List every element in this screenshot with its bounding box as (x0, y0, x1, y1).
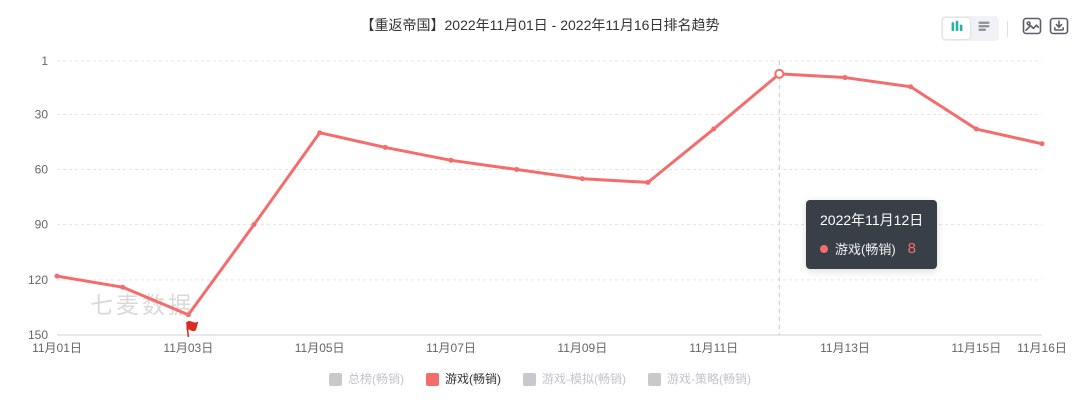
legend-item[interactable]: 总榜(畅销) (329, 372, 404, 386)
x-axis-tick-label: 11月11日 (689, 341, 738, 355)
image-icon (1021, 15, 1043, 42)
x-axis-tick-label: 11月15日 (951, 341, 1001, 355)
download-button[interactable] (1048, 15, 1070, 42)
legend-swatch-icon (329, 372, 342, 386)
legend-item[interactable]: 游戏-策略(畅销) (648, 372, 751, 386)
data-point (120, 284, 126, 290)
x-axis-tick-label: 11月05日 (295, 341, 345, 355)
y-axis-tick-label: 1 (41, 54, 48, 68)
series-line (55, 72, 1044, 317)
data-point (579, 176, 585, 182)
list-view-button[interactable] (970, 18, 997, 39)
x-axis-tick-label: 11月07日 (426, 341, 476, 355)
legend-label: 游戏(畅销) (445, 372, 501, 386)
y-axis-tick-label: 60 (35, 162, 49, 176)
legend-label: 游戏-策略(畅销) (667, 372, 751, 386)
x-axis-tick-label: 11月09日 (557, 341, 607, 355)
data-point (448, 157, 454, 163)
data-point (514, 166, 520, 172)
data-point (251, 222, 257, 228)
chart-controls (941, 16, 1070, 41)
data-point (54, 273, 60, 279)
x-axis-tick-label: 11月13日 (820, 341, 870, 355)
controls-divider (1007, 20, 1008, 37)
legend-label: 总榜(畅销) (348, 372, 404, 386)
event-flag-icon[interactable] (186, 321, 199, 332)
tooltip-series-row: 游戏(畅销) 8 (820, 239, 923, 258)
bar-chart-icon (949, 18, 965, 39)
data-point (973, 126, 979, 132)
data-point (1039, 141, 1045, 147)
y-axis-tick-label: 30 (35, 107, 49, 121)
tooltip-date: 2022年11月12日 (820, 212, 924, 228)
y-axis-tick-label: 90 (35, 218, 49, 232)
x-axis-tick-label: 11月16日 (1017, 341, 1067, 355)
chart-view-button[interactable] (943, 18, 970, 39)
data-point (185, 312, 191, 318)
chart-legend: 总榜(畅销) 游戏(畅销) 游戏-模拟(畅销) 游戏-策略(畅销) (0, 372, 1080, 386)
x-axis-tick-label: 11月03日 (163, 341, 213, 355)
legend-swatch-icon (426, 372, 439, 386)
data-point (842, 75, 848, 81)
download-icon (1048, 15, 1070, 42)
legend-item[interactable]: 游戏-模拟(畅销) (523, 372, 626, 386)
legend-swatch-icon (523, 372, 536, 386)
list-icon (976, 18, 992, 39)
tooltip-series-name: 游戏(畅销) (835, 242, 896, 257)
x-axis-tick-label: 11月01日 (32, 341, 82, 355)
legend-label: 游戏-模拟(畅销) (542, 372, 626, 386)
y-axis-tick-label: 150 (28, 328, 48, 342)
data-point (711, 126, 717, 132)
y-axis-tick-label: 120 (28, 273, 48, 287)
page-title: 【重返帝国】2022年11月01日 - 2022年11月16日排名趋势 (360, 17, 720, 33)
data-point (382, 144, 388, 150)
data-point (645, 179, 651, 185)
legend-item[interactable]: 游戏(畅销) (426, 372, 501, 386)
data-point (317, 130, 323, 136)
data-point (908, 84, 914, 90)
view-toggle-group (941, 16, 999, 41)
export-image-button[interactable] (1021, 15, 1043, 42)
legend-swatch-icon (648, 372, 661, 386)
hover-point (774, 68, 785, 79)
series-dot-icon (820, 244, 828, 253)
tooltip-value: 8 (907, 240, 917, 257)
qimai-watermark: 七麦数据 (90, 292, 194, 318)
chart-tooltip: 2022年11月12日 游戏(畅销) 8 (806, 200, 938, 269)
